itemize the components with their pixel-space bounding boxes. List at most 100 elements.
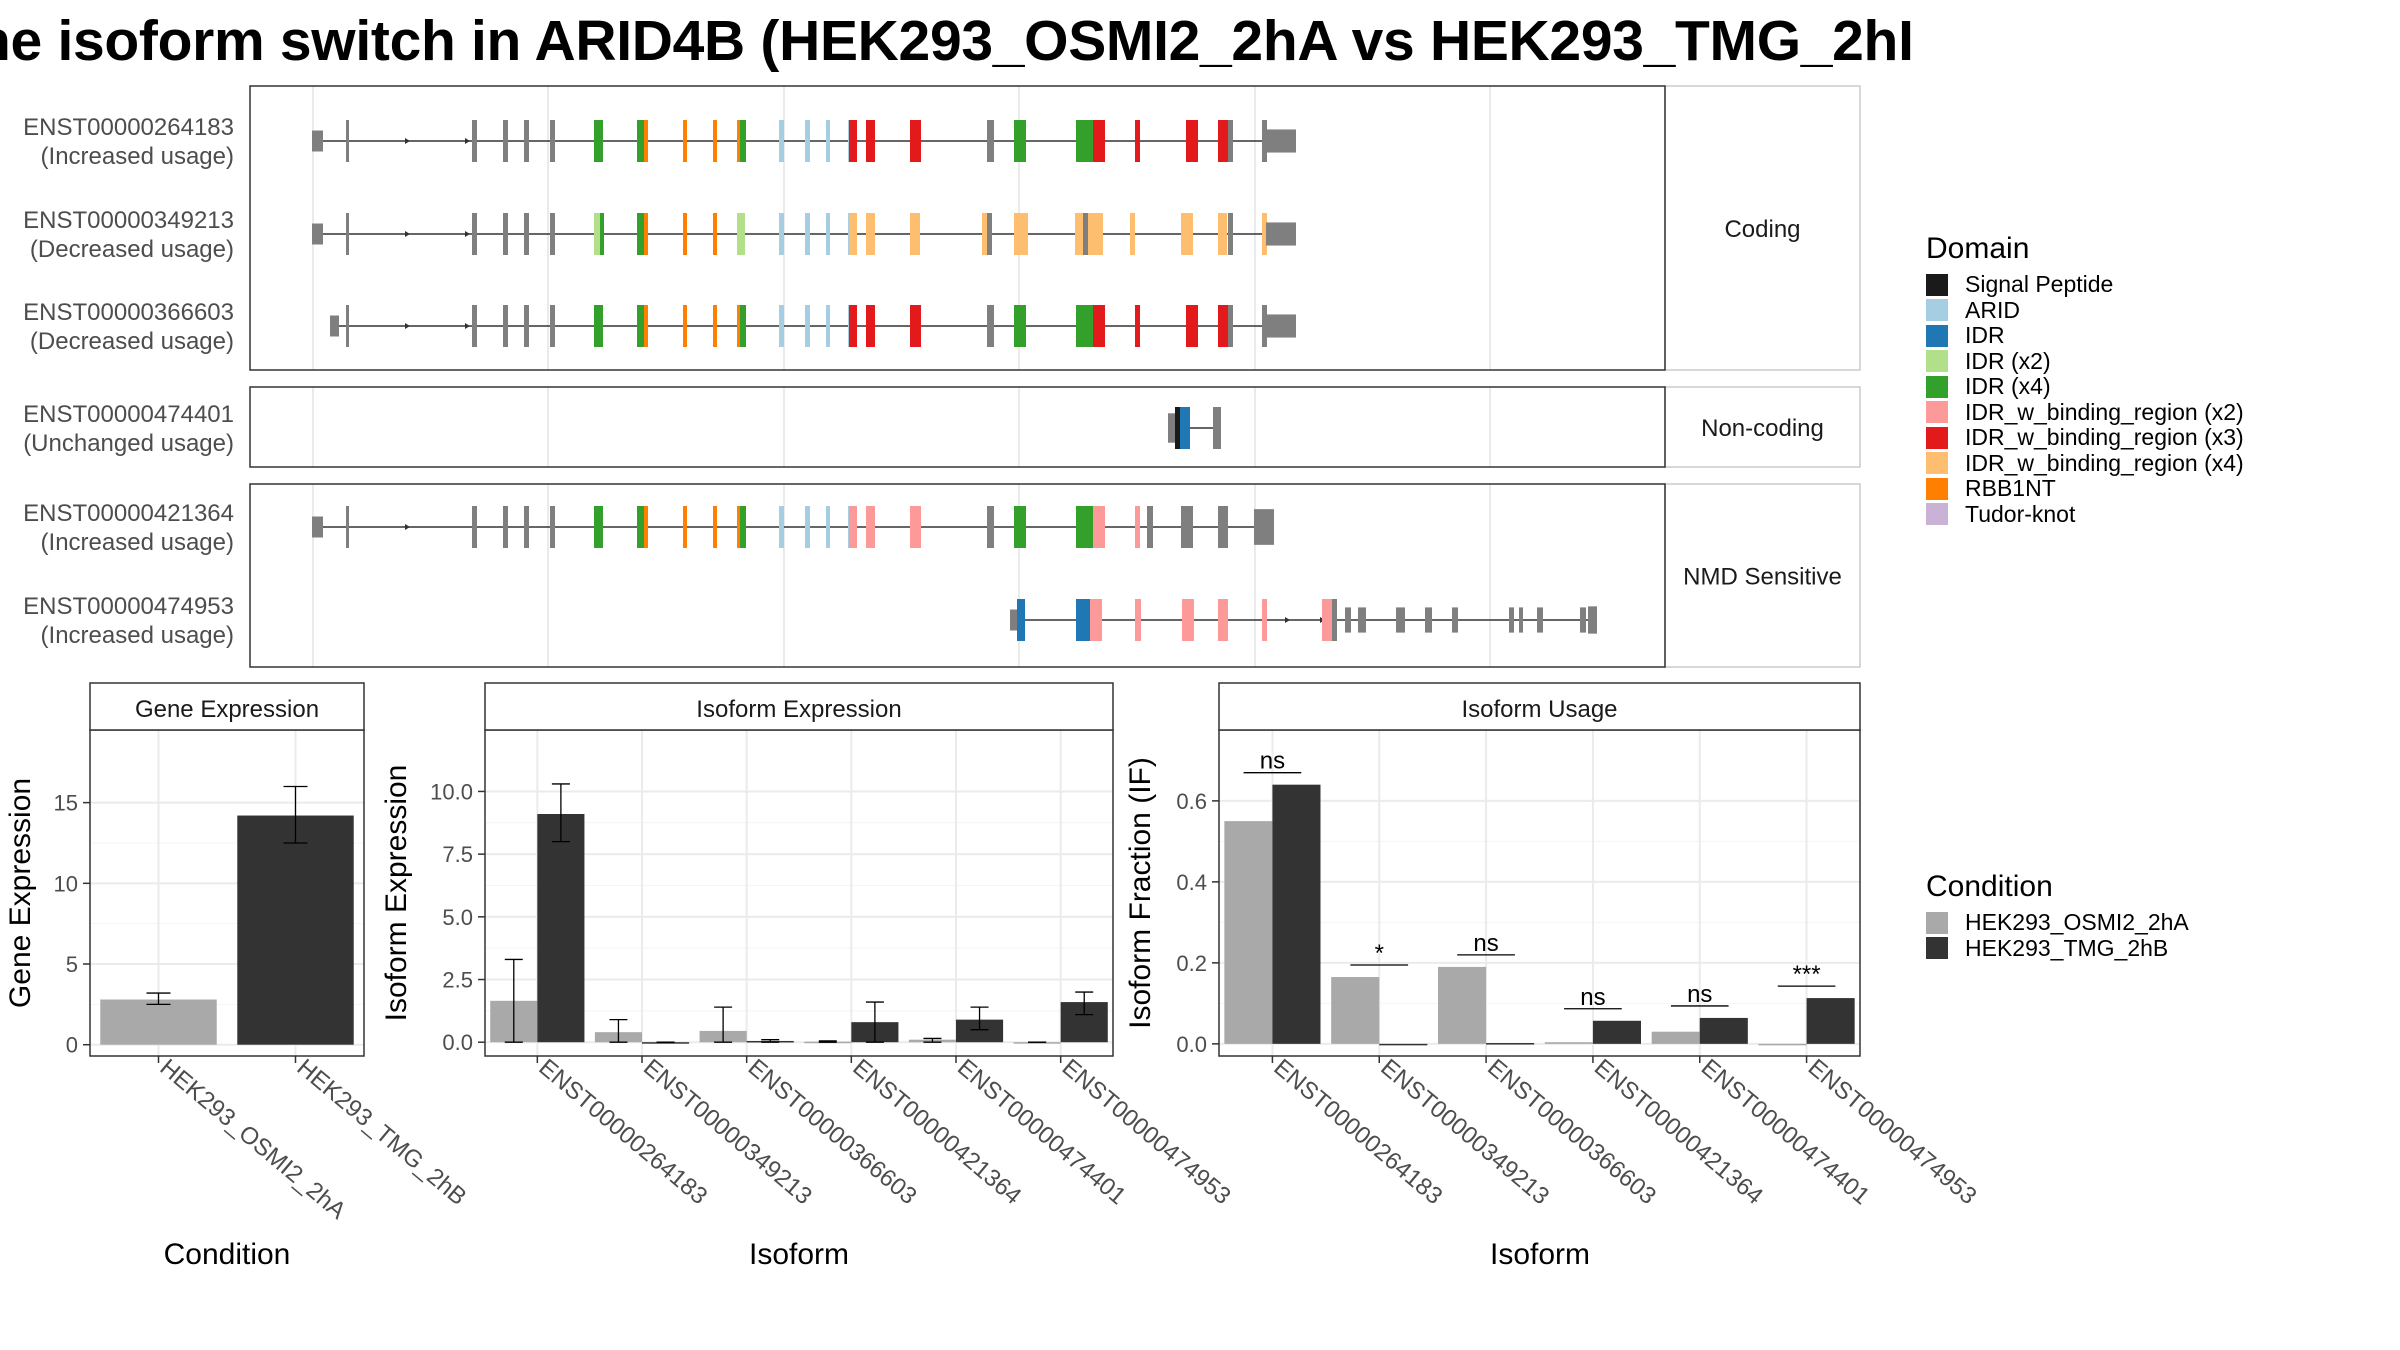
- exon: [1218, 120, 1228, 162]
- exon: [1180, 407, 1190, 449]
- chart-title: Isoform Usage: [1461, 696, 1617, 723]
- domain-legend-label: RBB1NT: [1965, 475, 2056, 502]
- exon: [312, 130, 323, 152]
- y-tick-label: 2.5: [442, 968, 473, 993]
- domain-legend-label: IDR: [1965, 322, 2005, 349]
- transcript-usage: (Increased usage): [41, 622, 234, 649]
- condition-legend-title: Condition: [1926, 870, 2053, 903]
- exon: [1090, 599, 1102, 641]
- exon: [1332, 599, 1337, 641]
- transcript-usage: (Decreased usage): [30, 236, 234, 263]
- bar-chart: Isoform Expression 0.0 2.5 5.0 7.5 10.0 Isofor…: [380, 682, 1236, 1271]
- exon: [826, 213, 830, 255]
- chart-title: Gene Expression: [135, 696, 319, 723]
- figure-title: ne isoform switch in ARID4B (HEK293_OSMI…: [0, 9, 1914, 73]
- exon: [594, 506, 603, 548]
- exon: [683, 506, 687, 548]
- exon: [1076, 120, 1093, 162]
- exon: [503, 213, 508, 255]
- exon: [1228, 120, 1233, 162]
- exon: [1218, 305, 1228, 347]
- y-tick-label: 0.4: [1176, 870, 1207, 895]
- exon: [1147, 506, 1153, 548]
- exon: [1135, 120, 1140, 162]
- exon: [826, 120, 830, 162]
- y-tick-label: 0.6: [1176, 789, 1207, 814]
- condition-legend-swatch: [1926, 937, 1948, 960]
- exon: [737, 120, 740, 162]
- exon: [1014, 506, 1026, 548]
- y-tick-label: 5: [66, 952, 78, 977]
- domain-legend-label: IDR_w_binding_region (x4): [1965, 449, 2244, 476]
- strand-arrow: [465, 231, 470, 237]
- bar: [1331, 977, 1380, 1044]
- exon: [805, 305, 810, 347]
- exon: [1186, 120, 1198, 162]
- panel-background: [250, 484, 1665, 667]
- domain-legend-item: IDR_w_binding_region (x3): [1926, 424, 2244, 451]
- exon: [1228, 213, 1233, 255]
- y-tick-label: 0: [66, 1033, 78, 1058]
- exon: [1588, 606, 1597, 634]
- panel-border: [249, 483, 1666, 668]
- x-axis-label: Isoform: [749, 1238, 849, 1271]
- exon: [1266, 314, 1296, 338]
- domain-legend-swatch: [1926, 477, 1948, 500]
- exon: [1093, 120, 1105, 162]
- strand-arrow: [465, 323, 470, 329]
- exon: [644, 305, 648, 347]
- domain-legend-swatch: [1926, 503, 1948, 526]
- plot-background: [1219, 730, 1860, 1056]
- exon: [1186, 305, 1198, 347]
- exon: [1218, 213, 1227, 255]
- chart-title: Isoform Expression: [696, 696, 901, 723]
- facet-strip: [1664, 386, 1861, 468]
- exon: [866, 120, 875, 162]
- significance-label: ns: [1473, 930, 1498, 957]
- exon: [594, 305, 603, 347]
- exon: [550, 120, 555, 162]
- exon: [1135, 599, 1141, 641]
- exon: [1014, 120, 1026, 162]
- exon: [1076, 305, 1093, 347]
- significance-label: ns: [1260, 748, 1285, 775]
- exon: [550, 213, 555, 255]
- chart-strip: [484, 682, 1114, 731]
- y-tick-label: 0.0: [1176, 1032, 1207, 1057]
- bar: [956, 1019, 1004, 1043]
- bar: [1272, 784, 1321, 1044]
- significance-label: ***: [1793, 961, 1821, 988]
- x-tick-label: ENST00000366603: [743, 1054, 922, 1210]
- exon: [637, 213, 645, 255]
- domain-legend-label: ARID: [1965, 296, 2020, 323]
- exon: [805, 213, 810, 255]
- bar: [1224, 821, 1273, 1044]
- exon: [346, 305, 349, 347]
- exon: [312, 516, 323, 538]
- exon: [713, 305, 717, 347]
- x-tick-label: ENST00000349213: [638, 1054, 817, 1210]
- panel-border: [249, 386, 1666, 468]
- exon: [1262, 599, 1267, 641]
- condition-legend-item: HEK293_OSMI2_2hA: [1926, 909, 2189, 936]
- exon: [738, 120, 746, 162]
- exon: [1017, 599, 1025, 641]
- domain-legend-label: Signal Peptide: [1965, 271, 2114, 298]
- transcript-panel: Coding ENST00000264183(Increased usage) EN…: [23, 85, 1861, 371]
- strand-arrow: [1285, 617, 1290, 623]
- domain-legend-item: ARID: [1926, 296, 2244, 324]
- exon: [1182, 599, 1194, 641]
- exon: [637, 506, 645, 548]
- exon: [524, 506, 529, 548]
- bar: [537, 814, 585, 1043]
- exon: [1262, 305, 1267, 347]
- bar: [1544, 1042, 1593, 1044]
- y-tick-label: 10: [54, 871, 78, 896]
- facet-strip-label: NMD Sensitive: [1683, 564, 1842, 591]
- exon: [1010, 609, 1017, 631]
- exon: [524, 213, 529, 255]
- significance-label: ns: [1580, 984, 1605, 1011]
- panel-border: [249, 85, 1666, 371]
- exon: [1452, 607, 1458, 633]
